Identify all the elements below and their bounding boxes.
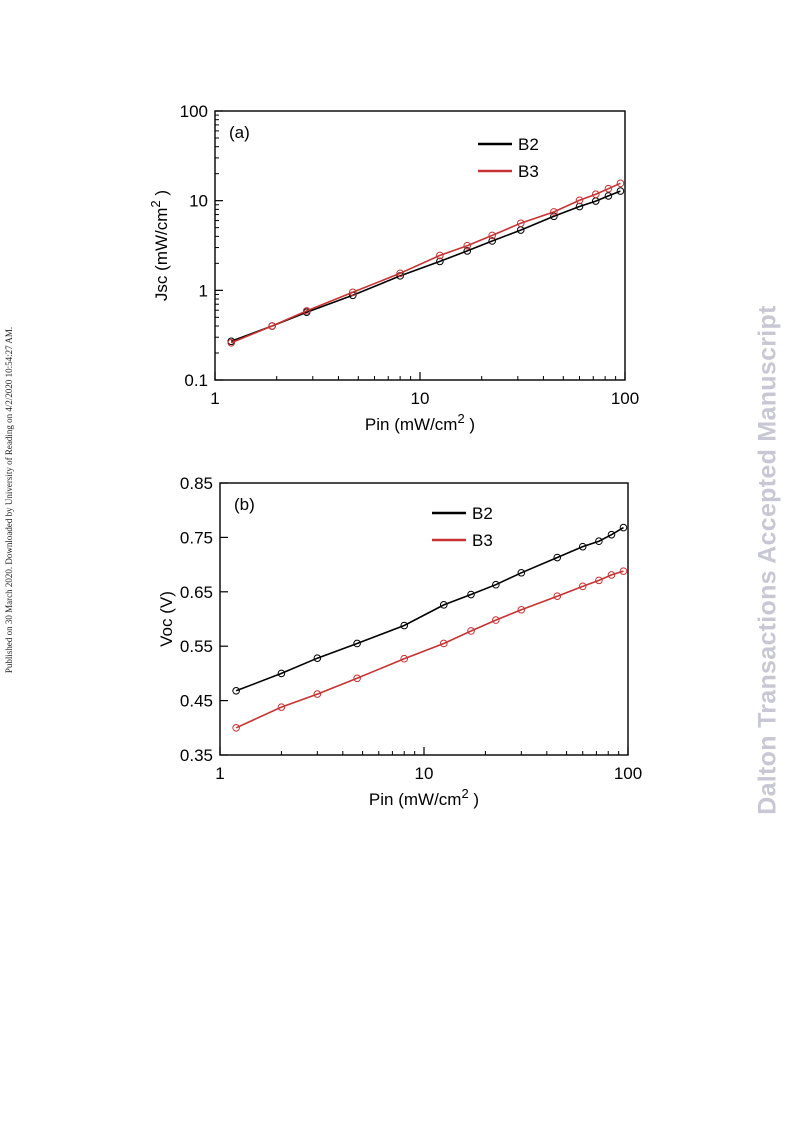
plot-frame xyxy=(214,110,626,381)
x-tick-label: 10 xyxy=(415,764,434,783)
plot-frame xyxy=(219,482,629,756)
data-point-b3 xyxy=(268,322,276,330)
data-point-b3 xyxy=(616,179,625,188)
y-tick-label: 0.65 xyxy=(180,583,213,602)
legend-label-b2: B2 xyxy=(518,135,539,154)
data-point-b2 xyxy=(439,601,448,609)
data-point-b2 xyxy=(353,639,361,648)
data-point-b3 xyxy=(619,567,628,575)
data-point-b2 xyxy=(467,590,475,599)
data-point-b2 xyxy=(616,187,625,195)
x-tick-label: 10 xyxy=(411,389,430,408)
data-point-b3 xyxy=(463,241,472,250)
data-point-b3 xyxy=(575,196,584,205)
x-axis-label: Pin (mW/cm2 ) xyxy=(369,786,479,809)
data-point-b3 xyxy=(607,571,616,579)
data-point-b2 xyxy=(604,192,613,200)
data-point-b2 xyxy=(232,687,240,695)
data-point-b2 xyxy=(550,212,558,221)
y-tick-label: 0.45 xyxy=(180,692,213,711)
data-point-b2 xyxy=(595,537,603,546)
data-point-b2 xyxy=(607,530,616,539)
x-tick-label: 100 xyxy=(611,389,639,408)
data-point-b2 xyxy=(400,621,409,630)
data-point-b3 xyxy=(313,690,322,698)
y-tick-label: 1 xyxy=(199,281,208,300)
x-tick-label: 1 xyxy=(215,764,224,783)
legend-label-b3: B3 xyxy=(472,531,493,550)
data-point-b2 xyxy=(277,669,286,678)
data-point-b2 xyxy=(619,523,628,532)
series-line-b3 xyxy=(230,182,621,344)
data-point-b2 xyxy=(578,542,587,551)
series-line-b2 xyxy=(235,526,624,692)
y-axis-label: Voc (V) xyxy=(157,591,176,647)
data-point-b3 xyxy=(553,592,562,600)
x-axis-label: Pin (mW/cm2 ) xyxy=(365,411,475,434)
data-point-b3 xyxy=(595,576,603,585)
data-point-b3 xyxy=(516,219,525,228)
data-point-b3 xyxy=(492,616,500,624)
data-point-b3 xyxy=(348,288,357,297)
x-tick-label: 1 xyxy=(210,389,219,408)
data-point-b2 xyxy=(488,237,496,245)
data-point-b3 xyxy=(604,184,613,193)
legend-label-b3: B3 xyxy=(518,162,539,181)
data-point-b3 xyxy=(396,269,404,278)
data-point-b3 xyxy=(302,307,311,315)
data-point-b3 xyxy=(517,605,526,614)
data-point-b2 xyxy=(553,553,562,562)
y-tick-label: 0.1 xyxy=(184,371,208,390)
chart-b: 1 10 100 0.35 0.45 0.55 0.65 0.75 0.85 Pin (mW/cm… xyxy=(157,474,642,809)
data-point-b3 xyxy=(277,703,286,711)
x-tick-label: 100 xyxy=(614,764,642,783)
data-point-b3 xyxy=(488,231,496,240)
data-point-b3 xyxy=(550,208,558,216)
data-point-b3 xyxy=(578,582,587,591)
data-point-b2 xyxy=(492,580,500,589)
y-tick-label: 0.75 xyxy=(180,528,213,547)
data-point-b2 xyxy=(436,257,444,266)
y-tick-label: 0.35 xyxy=(180,746,213,765)
y-tick-label: 100 xyxy=(180,102,208,121)
data-point-b3 xyxy=(467,627,475,635)
panel-label: (a) xyxy=(229,123,250,142)
data-point-b3 xyxy=(591,190,600,199)
data-point-b3 xyxy=(232,724,240,732)
y-tick-label: 10 xyxy=(189,192,208,211)
y-axis-label: Jsc (mW/cm2 ) xyxy=(148,190,171,301)
series-line-b2 xyxy=(230,190,621,343)
series-line-b3 xyxy=(235,570,624,729)
data-point-b2 xyxy=(313,654,322,662)
legend-label-b2: B2 xyxy=(472,504,493,523)
data-point-b3 xyxy=(400,654,409,663)
data-point-b3 xyxy=(439,639,448,648)
data-point-b3 xyxy=(227,338,236,347)
data-point-b2 xyxy=(517,568,526,577)
y-tick-label: 0.55 xyxy=(180,637,213,656)
data-point-b3 xyxy=(353,674,361,683)
panel-label: (b) xyxy=(234,495,255,514)
y-tick-label: 0.85 xyxy=(180,474,213,493)
data-point-b2 xyxy=(463,247,472,255)
data-point-b3 xyxy=(436,251,444,260)
